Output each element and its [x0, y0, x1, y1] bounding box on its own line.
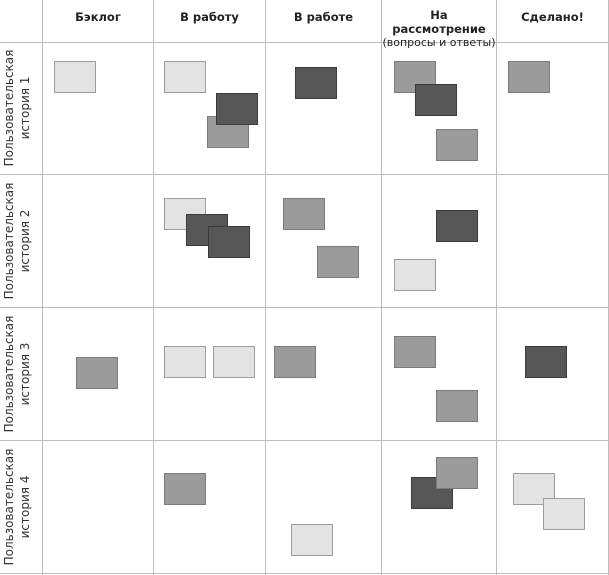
grid-line	[42, 0, 43, 575]
column-title: В работе	[293, 10, 354, 24]
task-card[interactable]	[436, 390, 478, 422]
task-card[interactable]	[164, 473, 206, 505]
task-card[interactable]	[164, 346, 206, 378]
grid-line	[0, 573, 609, 574]
row-title-line1: Пользовательская	[2, 182, 16, 300]
task-card[interactable]	[274, 346, 316, 378]
grid-line	[153, 0, 154, 575]
task-card[interactable]	[508, 61, 550, 93]
grid-line	[496, 0, 497, 575]
task-card[interactable]	[525, 346, 567, 378]
row-header-story-3: Пользовательская история 3	[1, 309, 41, 439]
column-title: В работу	[180, 10, 239, 24]
row-title-line1: Пользовательская	[2, 49, 16, 167]
task-card[interactable]	[208, 226, 250, 258]
row-title-line2: история 2	[18, 209, 32, 273]
task-card[interactable]	[436, 129, 478, 161]
task-card[interactable]	[543, 498, 585, 530]
column-header-review: На рассмотрение (вопросы и ответы)	[382, 8, 496, 50]
row-title-line2: история 3	[18, 342, 32, 406]
row-title-line1: Пользовательская	[2, 315, 16, 433]
grid-line	[0, 307, 609, 308]
row-title-line2: история 4	[18, 475, 32, 539]
task-card[interactable]	[394, 259, 436, 291]
column-title: На рассмотрение	[392, 8, 486, 36]
task-card[interactable]	[291, 524, 333, 556]
task-card[interactable]	[436, 457, 478, 489]
row-header-story-4: Пользовательская история 4	[1, 442, 41, 572]
grid-line	[265, 0, 266, 575]
task-card[interactable]	[415, 84, 457, 116]
column-header-in-progress: В работе	[266, 10, 381, 24]
task-card[interactable]	[213, 346, 255, 378]
row-header-story-2: Пользовательская история 2	[1, 176, 41, 306]
row-title-line2: история 1	[18, 76, 32, 140]
grid-line	[0, 174, 609, 175]
row-title-line1: Пользовательская	[2, 448, 16, 566]
task-card[interactable]	[164, 61, 206, 93]
task-card[interactable]	[216, 93, 258, 125]
grid-line	[381, 0, 382, 575]
column-header-to-do: В работу	[154, 10, 265, 24]
task-card[interactable]	[283, 198, 325, 230]
column-title: Бэклог	[75, 10, 121, 24]
task-card[interactable]	[394, 336, 436, 368]
task-card[interactable]	[317, 246, 359, 278]
column-header-backlog: Бэклог	[43, 10, 153, 24]
row-header-story-1: Пользовательская история 1	[1, 43, 41, 173]
column-header-done: Сделано!	[497, 10, 608, 24]
column-title: Сделано!	[521, 10, 584, 24]
column-subtitle: (вопросы и ответы)	[382, 36, 496, 49]
grid-line	[0, 42, 609, 43]
task-card[interactable]	[76, 357, 118, 389]
task-card[interactable]	[54, 61, 96, 93]
task-card[interactable]	[295, 67, 337, 99]
task-card[interactable]	[436, 210, 478, 242]
grid-line	[0, 440, 609, 441]
